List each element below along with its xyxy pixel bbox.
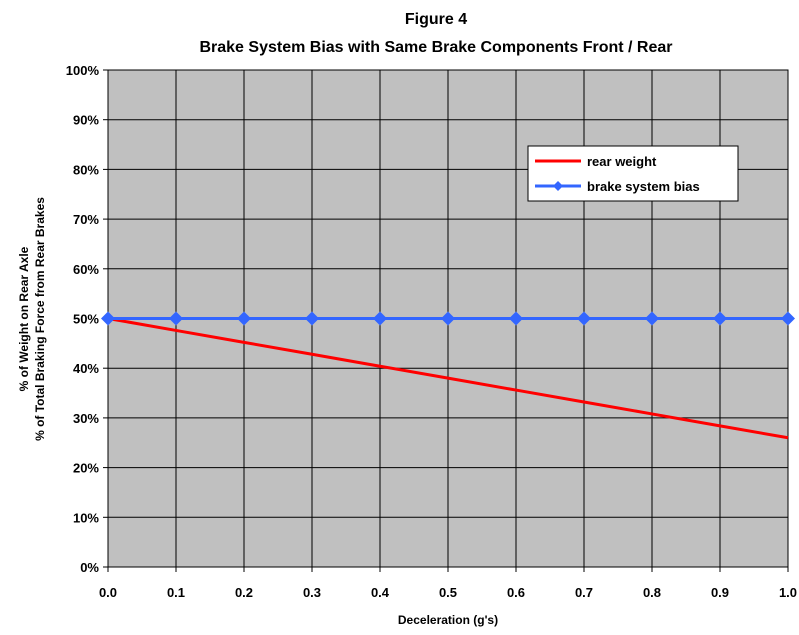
- x-tick-label-7: 0.7: [575, 585, 593, 600]
- x-tick-label-6: 0.6: [507, 585, 525, 600]
- data-point-brake-system-bias-0: [101, 311, 115, 326]
- x-tick-label-3: 0.3: [303, 585, 321, 600]
- data-point-brake-system-bias-9: [713, 311, 727, 326]
- data-point-brake-system-bias-4: [373, 311, 387, 326]
- data-point-brake-system-bias-8: [645, 311, 659, 326]
- series-markers: [101, 311, 795, 326]
- x-axis-ticks: 0.0 0.1 0.2 0.3 0.4 0.5 0.6 0.7 0.8 0.9 1.0: [99, 567, 797, 600]
- data-point-brake-system-bias-7: [577, 311, 591, 326]
- chart-subtitle: Brake System Bias with Same Brake Compon…: [199, 39, 672, 56]
- x-tick-label-10: 1.0: [779, 585, 797, 600]
- y-tick-label-10: 100%: [66, 63, 100, 78]
- y-tick-label-1: 10%: [73, 510, 99, 525]
- y-tick-label-9: 90%: [73, 113, 99, 128]
- x-tick-label-9: 0.9: [711, 585, 729, 600]
- legend-box: [527, 145, 739, 202]
- data-point-brake-system-bias-2: [237, 311, 251, 326]
- data-point-brake-system-bias-10: [781, 311, 795, 326]
- y-axis-label: % of Weight on Rear Axle % of Total Brak…: [17, 197, 47, 441]
- x-tick-label-1: 0.1: [167, 585, 185, 600]
- legend: rear weight brake system bias: [527, 145, 739, 202]
- y-axis-label-line-2: % of Total Braking Force from Rear Brake…: [33, 197, 47, 441]
- legend-label-brake-system-bias: brake system bias: [587, 179, 700, 194]
- y-axis-label-line-1: % of Weight on Rear Axle: [17, 246, 31, 391]
- x-tick-label-4: 0.4: [371, 585, 390, 600]
- y-tick-label-0: 0%: [80, 560, 99, 575]
- data-point-brake-system-bias-3: [305, 311, 319, 326]
- y-tick-label-6: 60%: [73, 262, 99, 277]
- legend-marker-brake-system-bias: [553, 181, 563, 191]
- y-tick-label-5: 50%: [73, 312, 99, 327]
- x-tick-label-5: 0.5: [439, 585, 457, 600]
- x-tick-label-2: 0.2: [235, 585, 253, 600]
- data-point-brake-system-bias-5: [441, 311, 455, 326]
- y-tick-label-7: 70%: [73, 212, 99, 227]
- chart-title: Figure 4: [405, 11, 467, 28]
- data-point-brake-system-bias-6: [509, 311, 523, 326]
- y-axis-ticks: 0% 10% 20% 30% 40% 50% 60% 70% 80% 90% 100%: [66, 63, 108, 575]
- y-tick-label-4: 40%: [73, 361, 99, 376]
- y-tick-label-2: 20%: [73, 461, 99, 476]
- data-point-brake-system-bias-1: [169, 311, 183, 326]
- y-tick-label-8: 80%: [73, 162, 99, 177]
- y-tick-label-3: 30%: [73, 411, 99, 426]
- x-axis-label: Deceleration (g's): [398, 613, 498, 627]
- series-line-rear-weight: [107, 317, 789, 440]
- x-tick-label-0: 0.0: [99, 585, 117, 600]
- legend-label-rear-weight: rear weight: [587, 154, 657, 169]
- x-tick-label-8: 0.8: [643, 585, 661, 600]
